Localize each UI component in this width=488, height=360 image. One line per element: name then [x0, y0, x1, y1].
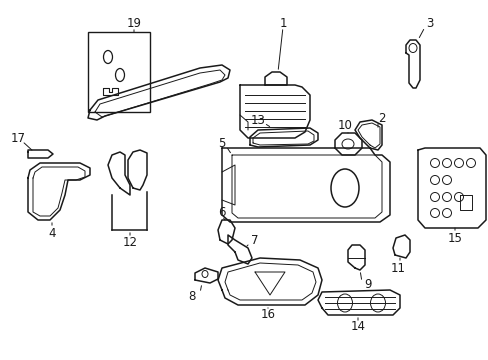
Ellipse shape	[429, 176, 439, 185]
Ellipse shape	[442, 176, 450, 185]
Ellipse shape	[466, 158, 474, 167]
Ellipse shape	[429, 193, 439, 202]
Text: 16: 16	[260, 309, 275, 321]
Bar	[88, 32, 150, 112]
Text: 17: 17	[10, 131, 25, 144]
Text: 9: 9	[364, 279, 371, 292]
Ellipse shape	[103, 50, 112, 63]
Ellipse shape	[442, 158, 450, 167]
Ellipse shape	[453, 158, 463, 167]
Text: 6: 6	[218, 206, 225, 219]
Ellipse shape	[330, 169, 358, 207]
Text: 1: 1	[279, 17, 286, 30]
Text: 11: 11	[390, 261, 405, 274]
Text: 7: 7	[251, 234, 258, 247]
Text: 3: 3	[426, 17, 433, 30]
Text: 13: 13	[250, 113, 265, 126]
Text: 5: 5	[218, 136, 225, 149]
Ellipse shape	[337, 294, 352, 312]
Ellipse shape	[453, 193, 463, 202]
Text: 10: 10	[337, 118, 352, 131]
Ellipse shape	[115, 68, 124, 81]
Ellipse shape	[408, 44, 416, 53]
Ellipse shape	[202, 270, 207, 278]
Ellipse shape	[370, 294, 385, 312]
Text: 19: 19	[126, 17, 141, 30]
Ellipse shape	[341, 139, 353, 149]
Text: 2: 2	[378, 112, 385, 125]
Text: 12: 12	[122, 235, 137, 248]
Text: 14: 14	[350, 320, 365, 333]
Ellipse shape	[429, 208, 439, 217]
Ellipse shape	[442, 208, 450, 217]
Text: 15: 15	[447, 231, 462, 244]
Text: 8: 8	[188, 291, 195, 303]
Ellipse shape	[429, 158, 439, 167]
Ellipse shape	[442, 193, 450, 202]
Text: 4: 4	[48, 226, 56, 239]
